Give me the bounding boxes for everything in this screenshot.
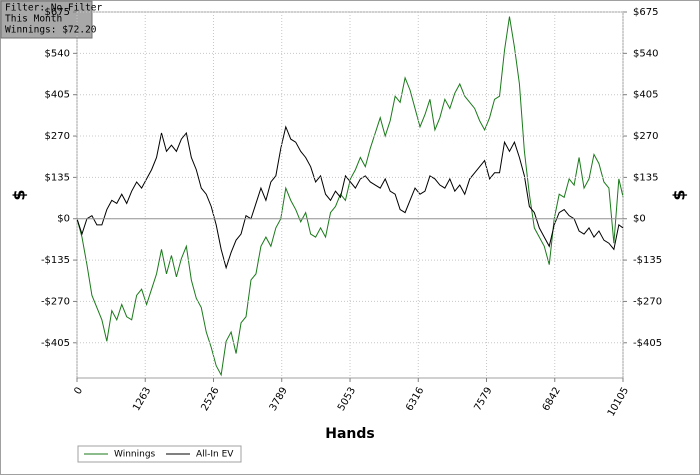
y2-tick-label: $0 bbox=[633, 214, 646, 225]
legend-label: All-In EV bbox=[196, 450, 234, 460]
y-tick-label: -$270 bbox=[41, 296, 70, 307]
y-axis-label: $ bbox=[10, 189, 29, 200]
overlay: Filter: No Filter This Month Winnings: $… bbox=[0, 0, 103, 39]
y2-axis-label: $ bbox=[670, 189, 689, 200]
x-axis-label: Hands bbox=[325, 426, 375, 442]
y2-tick-label: $270 bbox=[633, 131, 658, 142]
legend-label: Winnings bbox=[114, 450, 156, 460]
overlay-line: Winnings: $72.20 bbox=[5, 25, 97, 36]
y2-tick-label: $405 bbox=[633, 90, 658, 101]
y2-tick-label: -$135 bbox=[633, 255, 662, 266]
y2-tick-label: $540 bbox=[633, 48, 658, 59]
overlay-line: Filter: No Filter bbox=[5, 3, 103, 14]
series-line bbox=[76, 16, 624, 377]
y-tick-label: $0 bbox=[57, 214, 70, 225]
y2-tick-label: $675 bbox=[633, 7, 658, 18]
y2-tick-label: -$270 bbox=[633, 296, 662, 307]
y2-tick-label: $135 bbox=[633, 172, 658, 183]
y-tick-label: $405 bbox=[45, 90, 70, 101]
legend bbox=[77, 445, 242, 463]
overlay-box bbox=[0, 0, 93, 39]
y-tick-label: -$405 bbox=[41, 338, 70, 349]
x-tick-label: 0 bbox=[72, 386, 85, 397]
y-tick-label: $135 bbox=[45, 172, 70, 183]
plot bbox=[76, 16, 624, 377]
series-line bbox=[76, 125, 624, 270]
y-tick-label: -$135 bbox=[41, 255, 70, 266]
y2-tick-label: -$405 bbox=[633, 338, 662, 349]
y-tick-label: $270 bbox=[45, 131, 70, 142]
y-tick-label: $540 bbox=[45, 48, 70, 59]
overlay-line: This Month bbox=[5, 14, 62, 25]
y-tick-label: $675 bbox=[45, 7, 70, 18]
